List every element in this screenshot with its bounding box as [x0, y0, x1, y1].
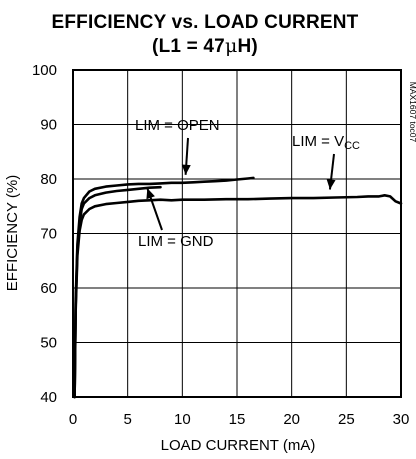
y-tick-label: 40: [40, 389, 57, 406]
annotation-label: LIM = VCC: [292, 133, 360, 152]
annotation-0: LIM = OPEN: [135, 117, 220, 175]
series-line-0: [73, 176, 255, 399]
x-axis-label: LOAD CURRENT (mA): [161, 437, 316, 454]
annotation-2: LIM = VCC: [292, 133, 360, 190]
arrowhead: [146, 188, 155, 200]
y-tick-label: 80: [40, 171, 57, 188]
series-line-2: [73, 194, 403, 399]
x-tick-label: 30: [393, 411, 410, 428]
plot-grid: [73, 70, 401, 397]
y-tick-label: 100: [32, 62, 57, 79]
y-tick-labels: 40 50 60 70 80 90 100: [32, 62, 57, 406]
series-lines: [73, 176, 403, 399]
annotation-label: LIM = OPEN: [135, 117, 220, 134]
series-line-1: [73, 185, 162, 399]
arrowhead: [326, 179, 336, 190]
plot-frame: [72, 69, 402, 398]
y-axis-label: EFFICIENCY (%): [4, 175, 21, 291]
chart-title: EFFICIENCY vs. LOAD CURRENT: [52, 12, 359, 33]
chart-subtitle: (L1 = 47μH): [152, 35, 258, 57]
y-tick-label: 90: [40, 117, 57, 134]
figure-id: MAX1607 toc07: [408, 82, 416, 143]
annotation-1: LIM = GND: [138, 187, 214, 250]
x-tick-label: 25: [338, 411, 355, 428]
series-annotations: LIM = OPEN LIM = GND LIM = VCC: [135, 117, 360, 250]
x-tick-label: 20: [283, 411, 300, 428]
y-tick-label: 50: [40, 335, 57, 352]
x-tick-label: 15: [229, 411, 246, 428]
annotation-label: LIM = GND: [138, 233, 214, 250]
x-tick-label: 10: [174, 411, 191, 428]
x-tick-label: 0: [69, 411, 77, 428]
x-tick-label: 5: [123, 411, 131, 428]
y-tick-label: 70: [40, 226, 57, 243]
x-tick-labels: 0 5 10 15 20 25 30: [69, 411, 410, 428]
y-tick-label: 60: [40, 280, 57, 297]
arrowhead: [181, 164, 191, 175]
